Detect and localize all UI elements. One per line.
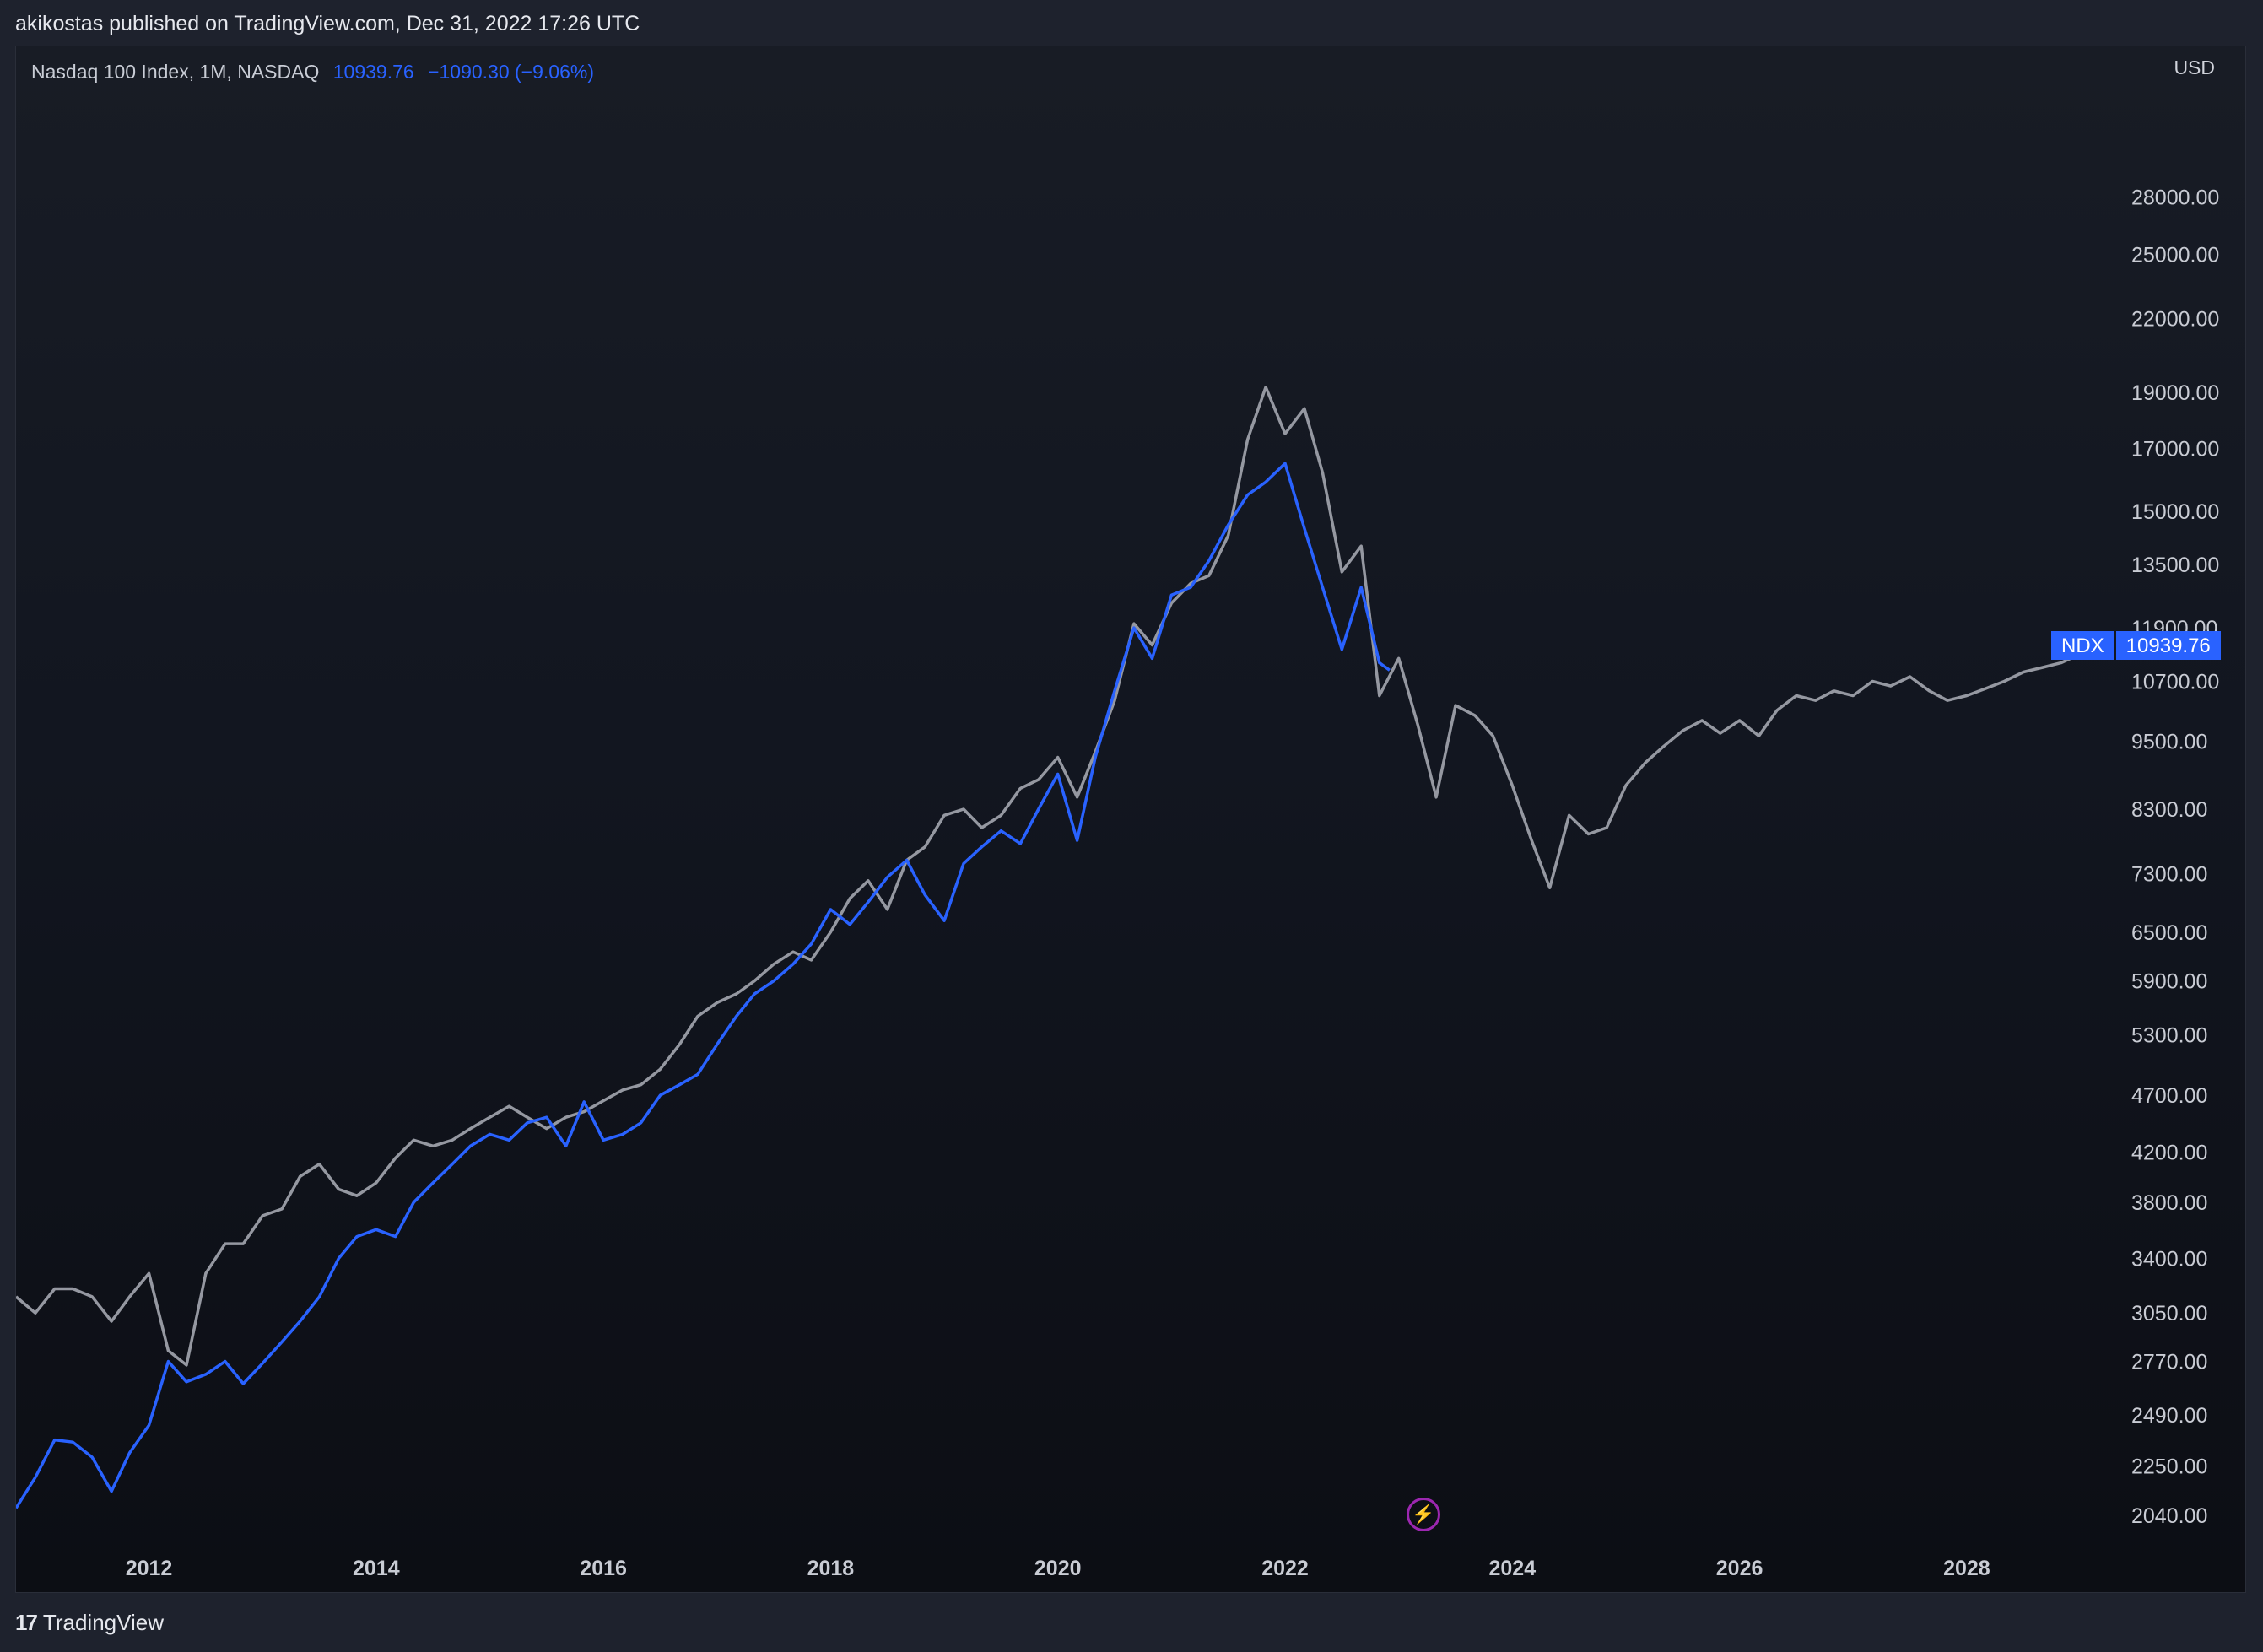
x-axis: 2012 2014 2016 2018 2020 2022 2024 2026 2028 <box>126 1557 1990 1580</box>
y-tick-label: 28000.00 <box>2131 186 2219 210</box>
y-tick-label: 22000.00 <box>2131 308 2219 332</box>
tradingview-logo-icon: 17 <box>15 1610 38 1635</box>
y-tick-label: 7300.00 <box>2131 863 2207 887</box>
series-line-overlay[interactable] <box>16 386 2082 1367</box>
last-value: 10939.76 <box>332 61 414 83</box>
symbol-title[interactable]: Nasdaq 100 Index, 1M, NASDAQ <box>31 61 320 83</box>
y-tick-label: 2490.00 <box>2131 1404 2207 1428</box>
y-tick-label: 2770.00 <box>2131 1351 2207 1374</box>
lightning-bolt-icon[interactable]: ⚡ <box>1407 1498 1440 1531</box>
y-tick-label: 19000.00 <box>2131 381 2219 405</box>
footer-brand[interactable]: 17 TradingView <box>15 1610 164 1636</box>
y-tick-label: 4200.00 <box>2131 1141 2207 1164</box>
x-tick-label: 2014 <box>353 1557 400 1580</box>
brand-name: TradingView <box>42 1610 164 1635</box>
x-tick-label: 2016 <box>580 1557 627 1580</box>
chart-pane[interactable]: 28000.00 25000.00 22000.00 19000.00 17000.00… <box>15 46 2246 1593</box>
x-tick-label: 2026 <box>1716 1557 1763 1580</box>
series-lines <box>16 386 2082 1509</box>
x-tick-label: 2012 <box>126 1557 173 1580</box>
y-tick-label: 5300.00 <box>2131 1024 2207 1048</box>
y-tick-label: 13500.00 <box>2131 553 2219 577</box>
y-tick-label: 3050.00 <box>2131 1302 2207 1325</box>
y-tick-label: 25000.00 <box>2131 243 2219 267</box>
y-tick-label: 9500.00 <box>2131 730 2207 753</box>
x-tick-label: 2022 <box>1261 1557 1309 1580</box>
y-tick-label: 17000.00 <box>2131 437 2219 461</box>
x-tick-label: 2028 <box>1943 1557 1990 1580</box>
y-tick-label: 3800.00 <box>2131 1191 2207 1215</box>
y-tick-label: 6500.00 <box>2131 921 2207 945</box>
last-price-tag: NDX 10939.76 <box>2051 631 2221 660</box>
y-tick-label: 2250.00 <box>2131 1455 2207 1479</box>
y-tick-label: 15000.00 <box>2131 500 2219 524</box>
x-tick-label: 2018 <box>807 1557 855 1580</box>
chart-svg[interactable]: 28000.00 25000.00 22000.00 19000.00 17000.00… <box>16 46 2245 1592</box>
currency-label[interactable]: USD <box>2174 57 2215 78</box>
y-tick-label: 3400.00 <box>2131 1247 2207 1271</box>
price-tag-symbol: NDX <box>2051 631 2114 660</box>
x-tick-label: 2024 <box>1488 1557 1536 1580</box>
price-change: −1090.30 (−9.06%) <box>428 61 594 83</box>
price-tag-value: 10939.76 <box>2115 631 2221 660</box>
y-tick-label: 2040.00 <box>2131 1504 2207 1528</box>
x-tick-label: 2020 <box>1034 1557 1082 1580</box>
y-tick-label: 8300.00 <box>2131 798 2207 822</box>
publish-info: akikostas published on TradingView.com, … <box>15 12 640 35</box>
symbol-legend[interactable]: Nasdaq 100 Index, 1M, NASDAQ 10939.76 −1… <box>31 61 594 84</box>
series-line-ndx[interactable] <box>16 462 1391 1509</box>
y-axis: 28000.00 25000.00 22000.00 19000.00 17000.00… <box>2131 186 2219 1528</box>
y-tick-label: 5900.00 <box>2131 970 2207 994</box>
y-tick-label: 10700.00 <box>2131 671 2219 694</box>
y-tick-label: 4700.00 <box>2131 1084 2207 1108</box>
